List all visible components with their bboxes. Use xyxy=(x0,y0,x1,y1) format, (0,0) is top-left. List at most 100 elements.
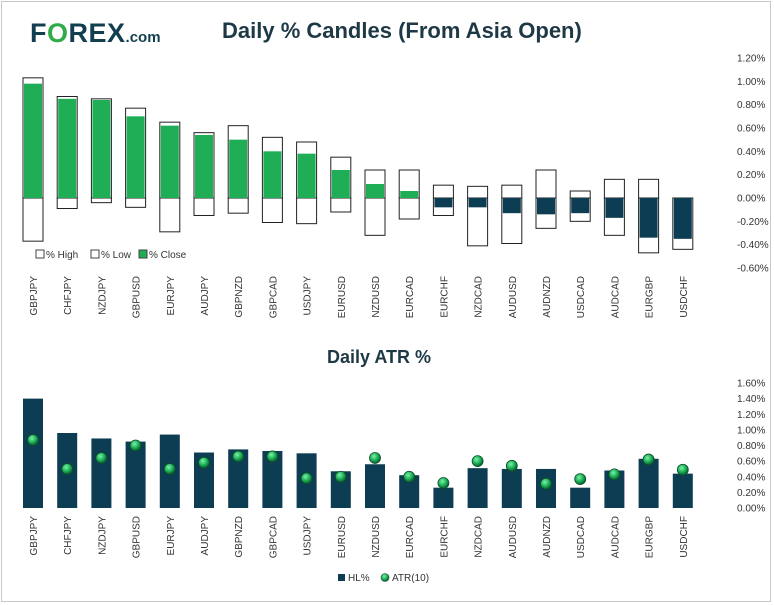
close-bar xyxy=(537,198,555,215)
close-bar xyxy=(195,135,213,198)
atr-category-label: EURGBP xyxy=(645,516,656,559)
candles-y-tick: 1.20% xyxy=(737,54,765,65)
candles-category-label: CHFJPY xyxy=(63,276,74,315)
atr-y-tick: 0.60% xyxy=(737,457,765,468)
hl-bar xyxy=(330,471,351,508)
atr-marker xyxy=(198,456,210,469)
atr-category-label: USDJPY xyxy=(303,516,314,556)
atr-category-label: AUDNZD xyxy=(542,516,553,558)
high-bar xyxy=(535,169,557,199)
high-bar xyxy=(603,178,625,199)
low-bar xyxy=(398,197,420,220)
candles-category-label: AUDCAD xyxy=(610,276,621,318)
atr-category-label: USDCAD xyxy=(576,516,587,558)
atr-y-tick: 1.60% xyxy=(737,379,765,390)
candles-y-tick: 0.80% xyxy=(737,100,765,111)
high-bar xyxy=(501,184,523,199)
hl-bar xyxy=(228,449,249,508)
hl-bar xyxy=(365,464,385,508)
low-bar xyxy=(56,197,78,209)
hl-bar xyxy=(399,475,420,508)
forex-logo: FOREX.com xyxy=(30,18,161,48)
legend-low-swatch xyxy=(90,249,100,259)
atr-category-label: GBPCAD xyxy=(268,516,279,558)
candles-category-label: GBPUSD xyxy=(132,276,143,318)
atr-marker xyxy=(369,452,381,464)
atr-marker xyxy=(608,468,621,481)
atr-category-label: AUDCAD xyxy=(610,516,621,558)
hl-bar xyxy=(467,468,488,508)
close-bar xyxy=(502,198,521,214)
atr-marker xyxy=(266,450,279,463)
atr-marker xyxy=(676,463,689,476)
close-bar xyxy=(605,198,624,218)
atr-y-tick: 1.40% xyxy=(737,394,765,405)
candles-chart-title: Daily % Candles (From Asia Open) xyxy=(222,18,582,43)
hl-bar xyxy=(433,487,454,508)
atr-category-label: NZDJPY xyxy=(97,516,108,555)
atr-marker xyxy=(129,439,142,452)
atr-marker xyxy=(27,434,39,446)
candles-category-label: NZDCAD xyxy=(474,276,485,318)
hl-bar xyxy=(91,438,112,508)
close-bar xyxy=(639,198,658,238)
candles-category-label: EURJPY xyxy=(166,276,177,316)
low-bar xyxy=(125,197,147,208)
candles-category-label: NZDJPY xyxy=(97,276,108,315)
atr-marker xyxy=(334,470,347,483)
high-bar xyxy=(432,184,454,199)
legend-atr-swatch xyxy=(380,573,390,582)
close-bar xyxy=(331,170,350,198)
close-bar xyxy=(366,184,384,198)
atr-y-tick: 0.80% xyxy=(737,441,765,452)
high-bar xyxy=(569,190,591,199)
low-bar xyxy=(227,197,249,214)
candles-category-label: USDJPY xyxy=(303,276,314,316)
close-bar xyxy=(434,198,453,208)
atr-marker xyxy=(471,455,484,468)
candles-category-label: EURCHF xyxy=(439,276,450,318)
close-bar xyxy=(24,83,42,198)
candles-y-tick: -0.40% xyxy=(737,240,769,251)
hl-bar xyxy=(672,473,693,508)
candles-category-label: EURCAD xyxy=(405,276,416,318)
atr-category-label: CHFJPY xyxy=(63,516,74,555)
low-bar xyxy=(330,197,352,213)
atr-marker xyxy=(540,477,552,490)
atr-marker xyxy=(437,477,450,489)
hl-bar xyxy=(194,452,214,508)
candles-category-label: EURGBP xyxy=(645,276,656,319)
close-bar xyxy=(673,198,692,239)
close-bar xyxy=(297,153,316,198)
low-bar xyxy=(364,197,386,236)
candles-y-tick: 0.60% xyxy=(737,124,765,135)
high-bar xyxy=(638,178,660,199)
close-bar xyxy=(126,116,145,198)
atr-category-label: GBPUSD xyxy=(132,516,143,558)
close-bar xyxy=(160,125,179,198)
hl-bar xyxy=(604,470,625,508)
atr-marker xyxy=(95,452,108,464)
atr-category-label: EURCHF xyxy=(439,516,450,558)
close-bar xyxy=(58,98,77,198)
candles-y-tick: 1.00% xyxy=(737,77,765,88)
legend-high-label: % High xyxy=(46,250,78,261)
atr-marker xyxy=(403,470,416,483)
atr-marker xyxy=(642,453,655,466)
candles-y-tick: -0.60% xyxy=(737,264,769,275)
atr-category-label: NZDUSD xyxy=(371,516,382,558)
atr-y-tick: 1.00% xyxy=(737,425,765,436)
legend-close-swatch xyxy=(138,249,148,259)
candles-y-tick: 0.20% xyxy=(737,170,765,181)
atr-y-tick: 0.40% xyxy=(737,472,765,483)
atr-marker xyxy=(574,473,587,485)
atr-category-label: EURJPY xyxy=(166,516,177,556)
atr-marker xyxy=(505,459,518,472)
low-bar xyxy=(90,197,112,204)
atr-y-tick: 0.20% xyxy=(737,488,765,499)
close-bar xyxy=(400,191,419,198)
atr-marker xyxy=(61,463,74,475)
atr-y-tick: 1.20% xyxy=(737,410,765,421)
